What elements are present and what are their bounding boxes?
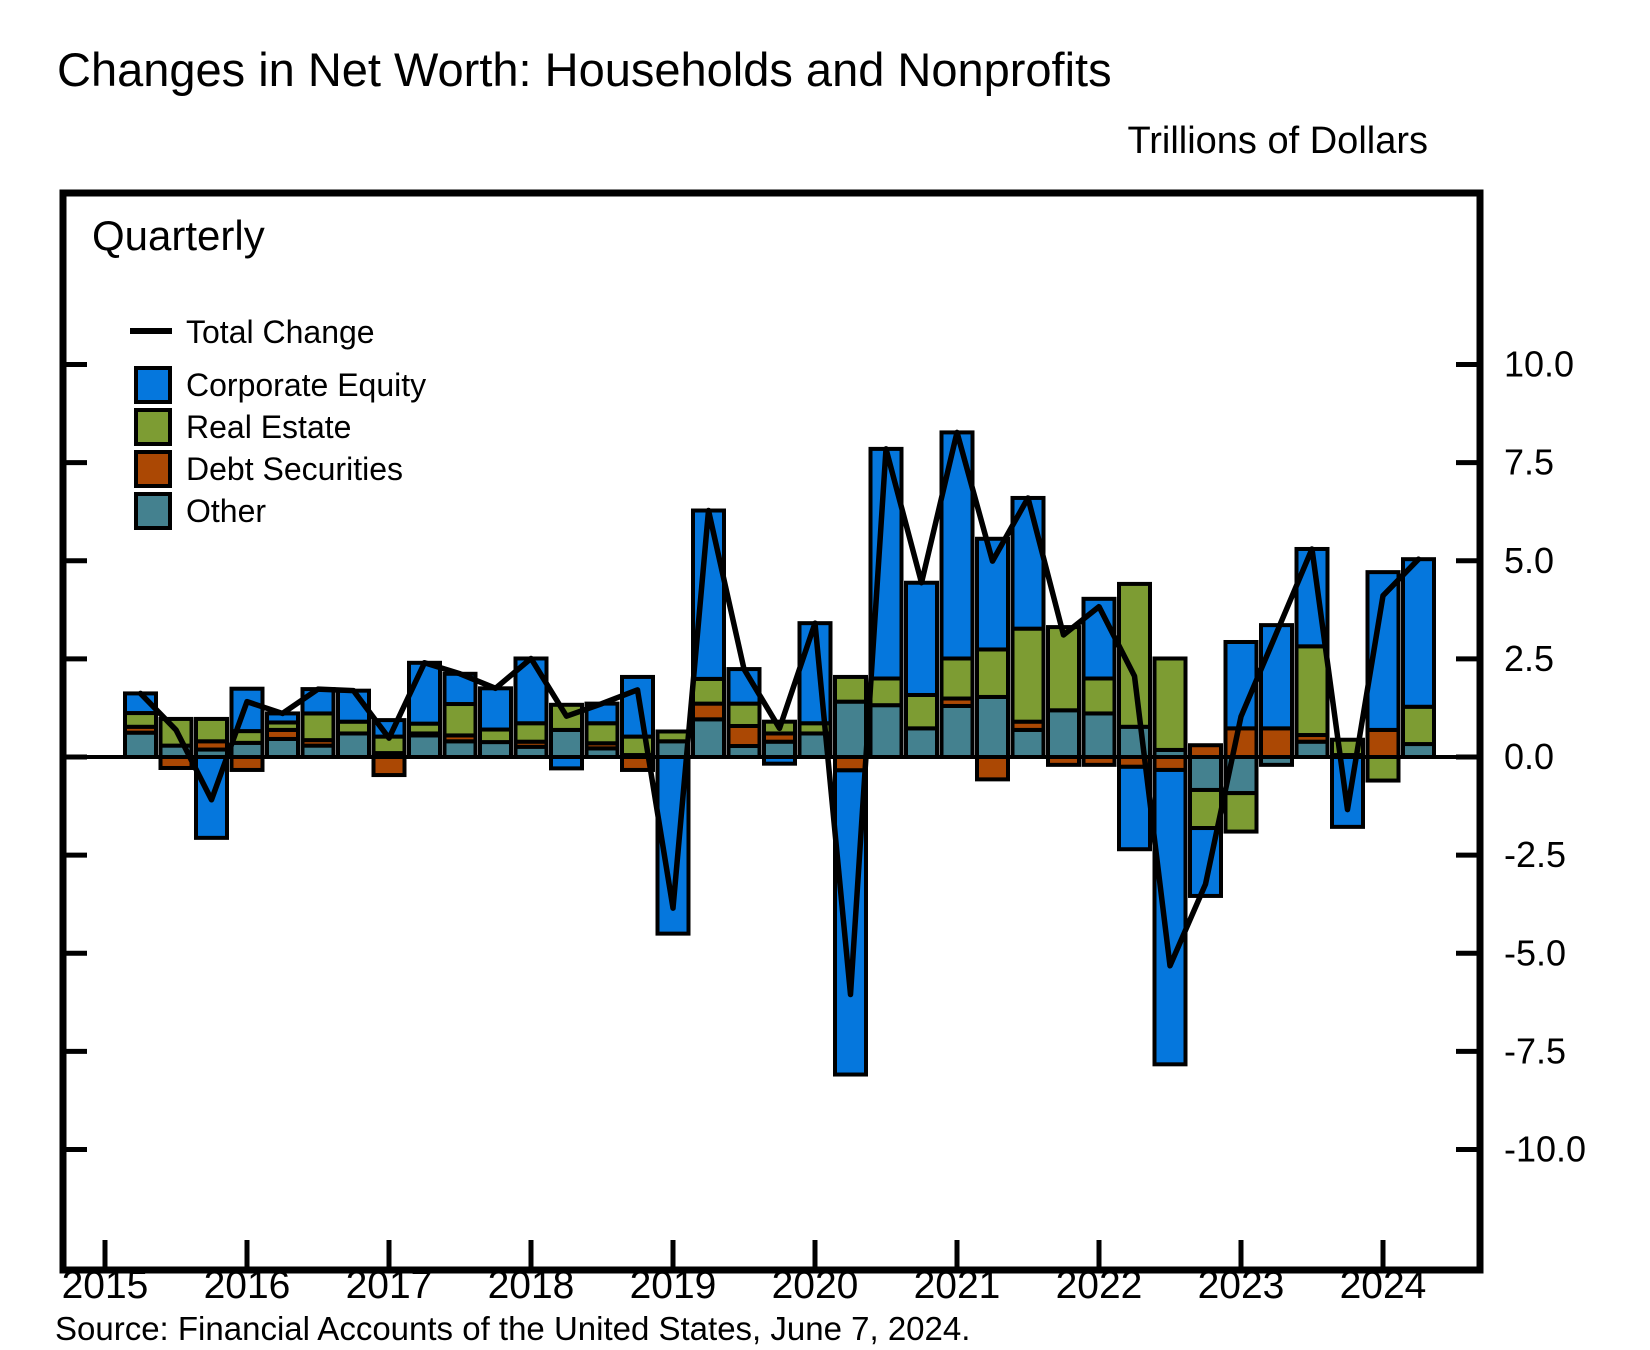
frequency-label: Quarterly	[92, 212, 265, 259]
total-change-line	[137, 429, 1422, 998]
bar-segment-debt-securities	[1365, 727, 1401, 759]
bar-segment-real-estate	[1223, 791, 1259, 834]
bar-segment-debt-securities	[975, 755, 1010, 782]
bar-segment-other	[265, 736, 300, 760]
bar-segment-other	[1010, 727, 1046, 759]
bar-segment-debt-securities	[1081, 755, 1117, 767]
bar-segment-corporate-equity	[300, 687, 336, 716]
y-tick-label: 5.0	[1504, 540, 1554, 581]
bar-segment-real-estate	[1152, 656, 1188, 752]
bar-segment-debt-securities	[833, 755, 868, 773]
legend-label-real-estate: Real Estate	[186, 409, 351, 445]
bar-segment-real-estate	[300, 711, 336, 743]
source-note: Source: Financial Accounts of the United…	[55, 1310, 970, 1347]
bar-segment-real-estate	[691, 676, 726, 706]
bar-segment-corporate-equity	[478, 686, 513, 732]
bar-segment-real-estate	[904, 692, 939, 731]
y-tick-label: 7.5	[1504, 442, 1554, 483]
bar-segment-debt-securities	[1223, 726, 1259, 759]
bar-segment-real-estate	[655, 729, 691, 744]
legend-swatch-debt-securities	[134, 450, 172, 488]
bar-segment-other	[655, 739, 691, 759]
legend-swatch-other	[134, 492, 172, 530]
bar-segment-corporate-equity	[1259, 623, 1294, 731]
bar-segment-debt-securities	[1259, 726, 1294, 759]
y-tick-label: -2.5	[1504, 834, 1566, 875]
bar-segment-debt-securities	[229, 755, 265, 772]
legend-swatch-real-estate	[134, 408, 172, 446]
legend-swatch-corporate-equity	[134, 366, 172, 404]
bar-segment-other	[407, 733, 442, 759]
bar-segment-other	[868, 703, 904, 760]
bar-segment-real-estate	[833, 674, 868, 704]
bar-segment-real-estate	[1010, 626, 1046, 724]
bar-segment-real-estate	[868, 676, 904, 708]
bar-segment-other	[229, 740, 265, 759]
bar-segment-real-estate	[584, 721, 620, 746]
bar-segment-real-estate	[513, 721, 549, 744]
y-tick-label: -7.5	[1504, 1030, 1566, 1071]
bar-segment-corporate-equity	[407, 660, 442, 726]
bar-segment-other	[549, 727, 584, 759]
bar-segment-real-estate	[1365, 755, 1401, 783]
bar-segment-other	[1294, 739, 1330, 760]
legend-label-debt-securities: Debt Securities	[186, 451, 403, 487]
bar-segment-corporate-equity	[1401, 557, 1436, 709]
legend-label-corporate-equity: Corporate Equity	[186, 367, 426, 403]
page-title: Changes in Net Worth: Households and Non…	[57, 43, 1112, 96]
bar-segment-real-estate	[1046, 625, 1081, 713]
bar-segment-debt-securities	[691, 701, 726, 722]
bar-segment-real-estate	[442, 702, 478, 738]
bar-segment-other	[1081, 711, 1117, 759]
bar-segment-other	[833, 699, 868, 759]
bar-segment-real-estate	[726, 701, 762, 728]
y-tick-label: 10.0	[1504, 344, 1574, 385]
units-label: Trillions of Dollars	[1127, 120, 1428, 162]
bar-segment-real-estate	[1294, 644, 1330, 738]
bar-segment-other	[123, 730, 158, 759]
bar-segment-corporate-equity	[549, 755, 584, 771]
bar-segment-other	[975, 694, 1010, 760]
bar-segment-debt-securities	[1188, 743, 1223, 759]
bar-segment-other	[442, 739, 478, 759]
bar-segment-corporate-equity	[1330, 755, 1365, 829]
bar-segment-real-estate	[1081, 676, 1117, 716]
bar-segment-corporate-equity	[1152, 767, 1188, 1067]
bar-segment-debt-securities	[371, 755, 407, 778]
y-tick-label: 2.5	[1504, 638, 1554, 679]
bar-segment-real-estate	[939, 656, 975, 701]
bar-segment-corporate-equity	[762, 755, 797, 766]
bar-segment-other	[904, 726, 939, 759]
bar-segment-corporate-equity	[904, 580, 939, 697]
legend-label-total-change: Total Change	[186, 314, 375, 350]
bar-segment-other	[939, 703, 975, 759]
bar-segment-other	[1046, 708, 1081, 759]
bar-segment-real-estate	[975, 647, 1010, 699]
bar-segment-other	[478, 740, 513, 760]
bar-segment-debt-securities	[158, 755, 194, 770]
bar-segment-other	[336, 731, 371, 760]
bar-segment-other	[762, 739, 797, 760]
y-tick-label: -10.0	[1504, 1129, 1586, 1170]
y-tick-label: -5.0	[1504, 932, 1566, 973]
y-tick-label: 0.0	[1504, 736, 1554, 777]
bar-segment-debt-securities	[726, 723, 762, 749]
bar-segment-other	[1188, 755, 1223, 792]
bar-segment-real-estate	[1401, 704, 1436, 747]
bar-segment-real-estate	[194, 716, 229, 744]
plot-border	[59, 189, 1484, 1274]
bar-segment-real-estate	[123, 711, 158, 729]
legend-label-other: Other	[186, 493, 266, 529]
bar-segment-debt-securities	[1046, 755, 1081, 767]
bar-segment-other	[691, 717, 726, 760]
